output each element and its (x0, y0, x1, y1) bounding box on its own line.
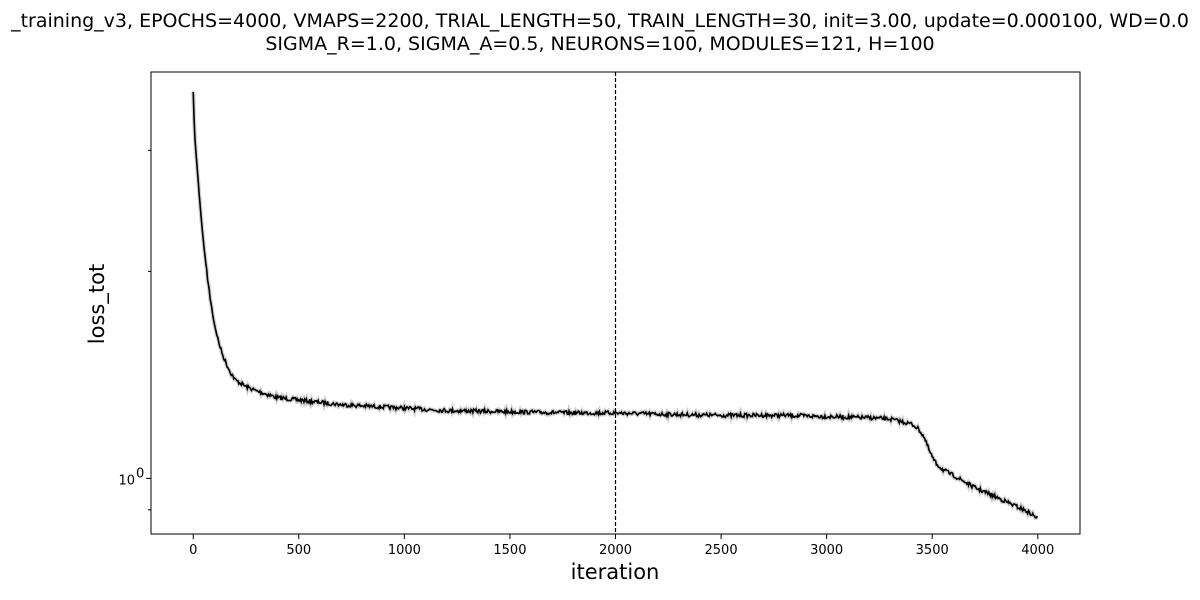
chart-title: _training_v3, EPOCHS=4000, VMAPS=2200, T… (10, 10, 1189, 32)
y-tick-label: 10 (118, 473, 135, 488)
x-tick-label: 3000 (810, 543, 843, 558)
x-tick-label: 1500 (493, 543, 526, 558)
x-tick-label: 1000 (388, 543, 421, 558)
y-axis-label: loss_tot (85, 264, 110, 344)
series-line (192, 91, 1038, 519)
y-axis: 10 0 (118, 149, 151, 511)
x-tick-label: 4000 (1021, 543, 1054, 558)
x-axis-label: iteration (571, 560, 660, 584)
chart-subtitle: SIGMA_R=1.0, SIGMA_A=0.5, NEURONS=100, M… (265, 33, 934, 55)
plot-area (191, 72, 1039, 534)
y-tick-label-exponent: 0 (136, 466, 144, 481)
x-tick-label: 0 (189, 543, 197, 558)
x-tick-label: 3500 (916, 543, 949, 558)
x-tick-label: 500 (286, 543, 311, 558)
x-axis: 0 500 1000 1500 2000 2500 3000 3500 4000 (189, 534, 1054, 558)
x-tick-label: 2000 (599, 543, 632, 558)
x-tick-label: 2500 (705, 543, 738, 558)
